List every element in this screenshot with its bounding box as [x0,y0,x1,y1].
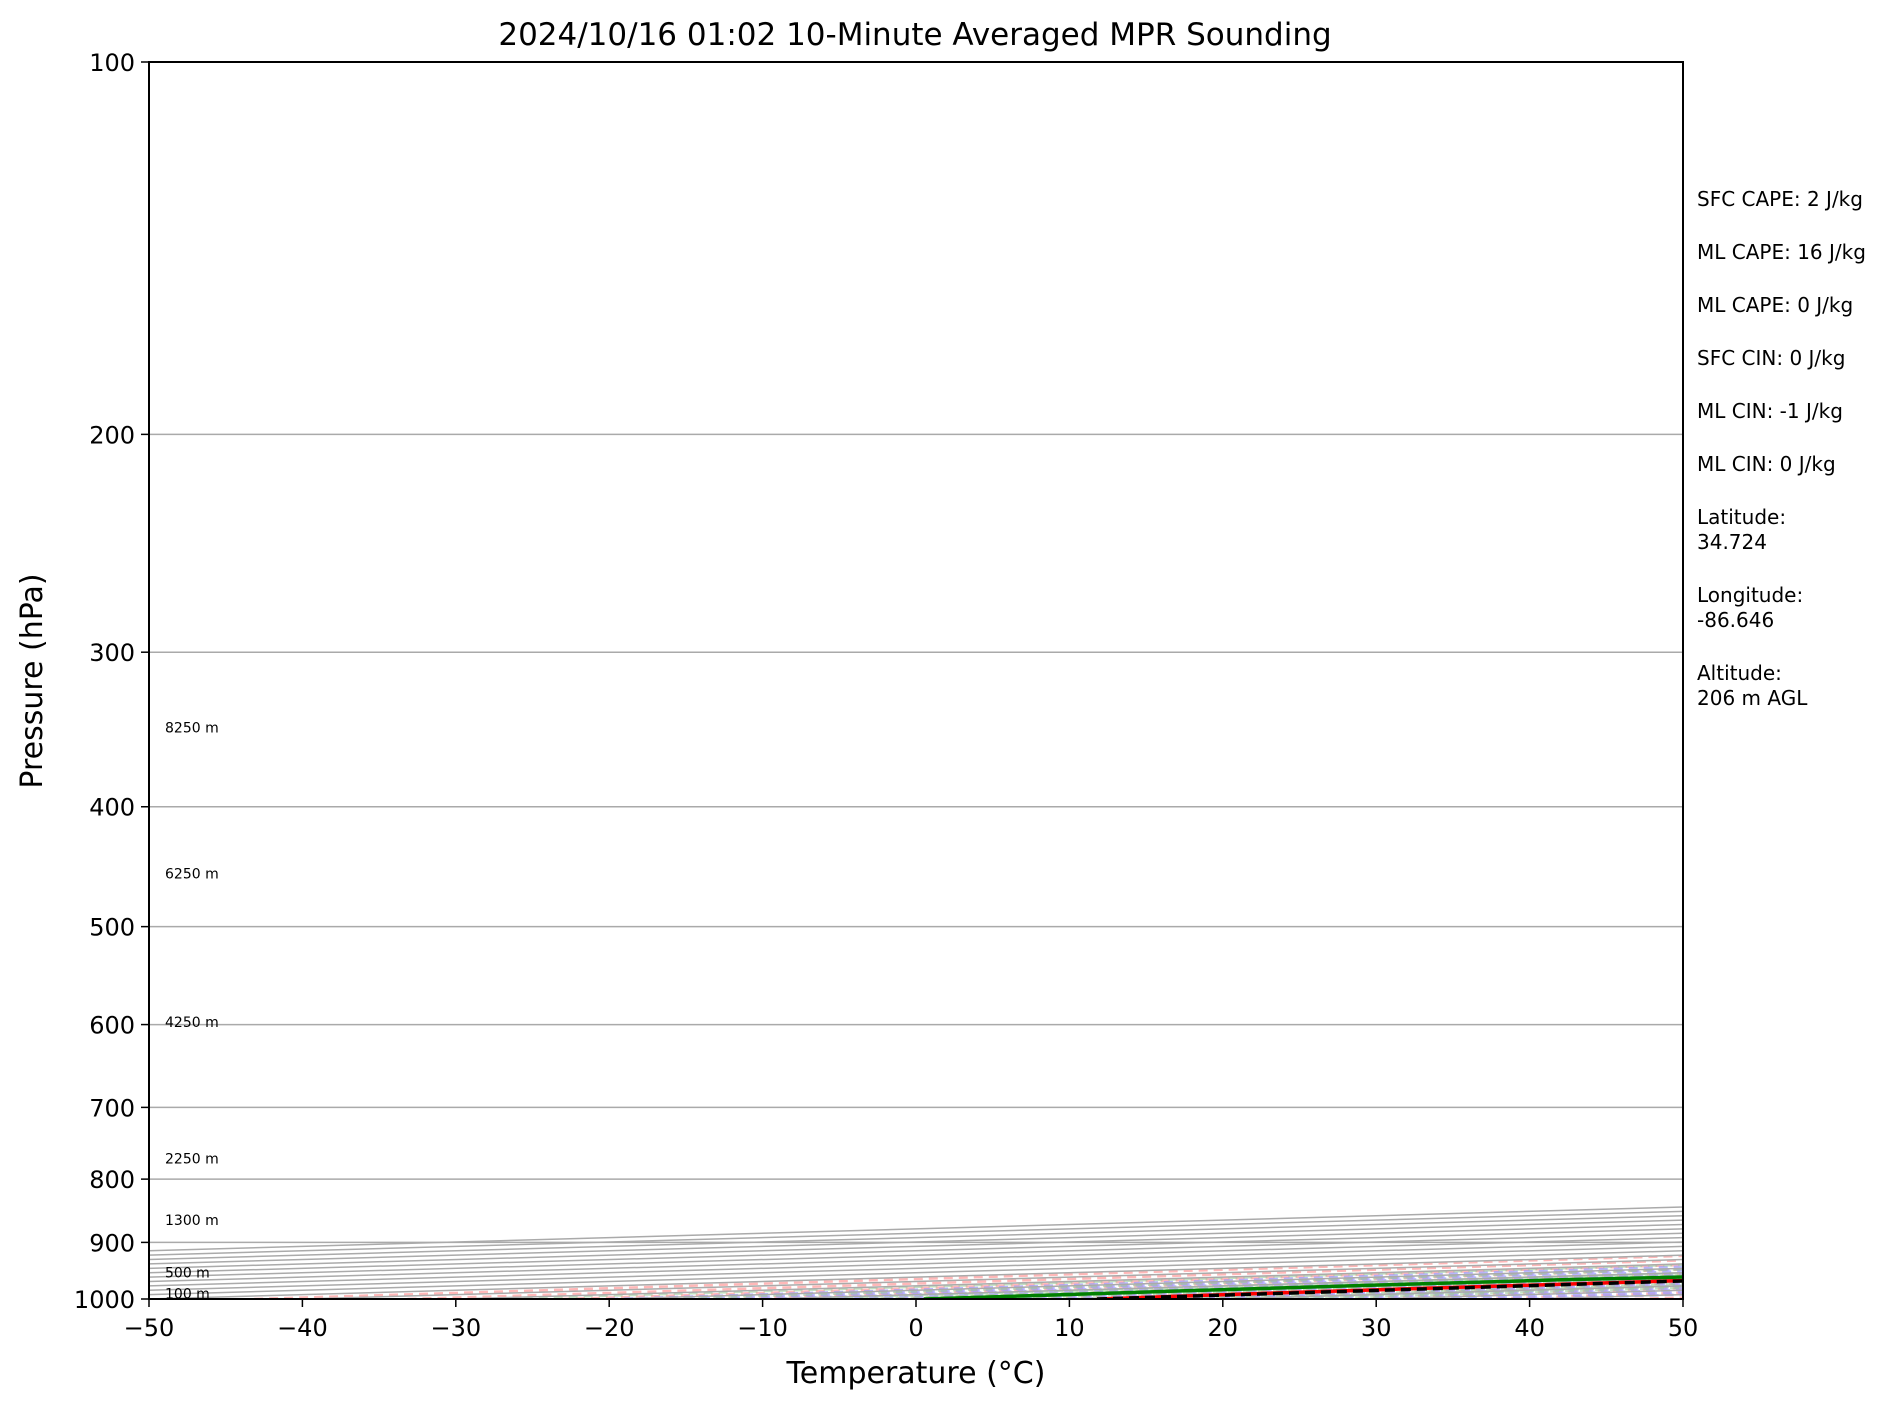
x-axis-title: Temperature (°C) [786,1356,1046,1391]
x-tick-label: −30 [430,1314,481,1342]
isotherm [149,1245,1683,1291]
altitude-label: 6250 m [165,867,219,883]
info-value: 34.724 [1697,530,1767,554]
sounding-info-item: SFC CAPE: 2 J/kg [1697,187,1887,212]
mixing-ratio-line [865,1274,1683,1299]
sounding-info-item: Longitude: -86.646 [1697,583,1887,633]
info-label: ML CIN: -1 J/kg [1697,399,1843,423]
dry-adiabat [254,1254,1683,1299]
isotherm [149,1214,1683,1261]
altitude-label: 4250 m [165,1015,219,1031]
isotherm [149,1219,1683,1265]
isotherm [149,1254,1683,1299]
chart-title: 2024/10/16 01:02 10-Minute Averaged MPR … [498,17,1331,53]
info-value: -86.646 [1697,608,1775,632]
altitude-label: 500 m [165,1266,210,1282]
isotherm [149,1206,1683,1252]
isotherm [149,1241,1683,1287]
x-tick-label: 0 [908,1314,923,1342]
x-tick-label: 40 [1514,1314,1545,1342]
altitude-label: 2250 m [165,1152,219,1168]
x-axis-ticks: −50 −40 −30 −20 −10 0 10 20 30 40 50 [124,1299,1699,1342]
info-value: 206 m AGL [1697,686,1808,710]
isotherm [302,1258,1683,1299]
info-label: ML CAPE: 16 J/kg [1697,240,1866,264]
mixing-ratio-line [493,1263,1683,1299]
isotherm [149,1236,1683,1283]
y-tick-label: 400 [89,794,135,822]
isotherm [149,1210,1683,1256]
y-tick-label: 200 [89,421,135,449]
isotherm [149,1223,1683,1270]
info-label: ML CAPE: 0 J/kg [1697,293,1854,317]
x-tick-label: −40 [277,1314,328,1342]
info-label: Latitude: [1697,505,1787,529]
info-label: SFC CAPE: 2 J/kg [1697,187,1863,211]
plot-frame [148,61,1684,1300]
y-tick-label: 500 [89,914,135,942]
sounding-info-item: ML CAPE: 16 J/kg [1697,240,1887,265]
isotherm [455,1263,1683,1299]
altitude-labels: 100 m 500 m 1300 m 2250 m 4250 m 6250 m 8250 m [165,720,219,1302]
dry-adiabat [407,1259,1683,1299]
y-tick-label: 600 [89,1012,135,1040]
sounding-info-item: Altitude: 206 m AGL [1697,661,1887,711]
x-tick-label: 10 [1054,1314,1085,1342]
y-tick-label: 1000 [74,1286,135,1314]
info-label: SFC CIN: 0 J/kg [1697,346,1846,370]
background-lines [149,62,1683,1299]
altitude-label: 100 m [165,1287,210,1303]
sounding-info-item: ML CIN: -1 J/kg [1697,399,1887,424]
x-tick-label: −10 [737,1314,788,1342]
x-tick-label: 30 [1361,1314,1392,1342]
y-axis-title: Pressure (hPa) [15,573,50,788]
y-tick-label: 800 [89,1166,135,1194]
sounding-info-item: SFC CIN: 0 J/kg [1697,346,1887,371]
y-tick-label: 900 [89,1229,135,1257]
sounding-info-item: ML CAPE: 0 J/kg [1697,293,1887,318]
info-label: ML CIN: 0 J/kg [1697,452,1836,476]
isotherm [149,1250,1683,1296]
sounding-info-item: ML CIN: 0 J/kg [1697,452,1887,477]
info-label: Altitude: [1697,661,1782,685]
y-tick-label: 700 [89,1094,135,1122]
isotherm [149,1232,1683,1278]
x-tick-label: 50 [1668,1314,1699,1342]
isotherm [149,1228,1683,1274]
x-tick-label: −50 [124,1314,175,1342]
x-tick-label: 20 [1208,1314,1239,1342]
sounding-info-panel: SFC CAPE: 2 J/kg ML CAPE: 16 J/kg ML CAPE:… [1697,187,1887,739]
dry-adiabat [560,1263,1683,1299]
y-tick-label: 100 [89,49,135,77]
x-tick-label: −20 [584,1314,635,1342]
altitude-label: 1300 m [165,1213,219,1229]
y-tick-label: 300 [89,639,135,667]
altitude-label: 8250 m [165,720,219,736]
y-axis-ticks: 100 200 300 400 500 600 700 800 900 1000 [74,49,149,1314]
sounding-info-item: Latitude: 34.724 [1697,505,1887,555]
info-label: Longitude: [1697,583,1804,607]
mixing-ratio-line [1077,1280,1683,1299]
